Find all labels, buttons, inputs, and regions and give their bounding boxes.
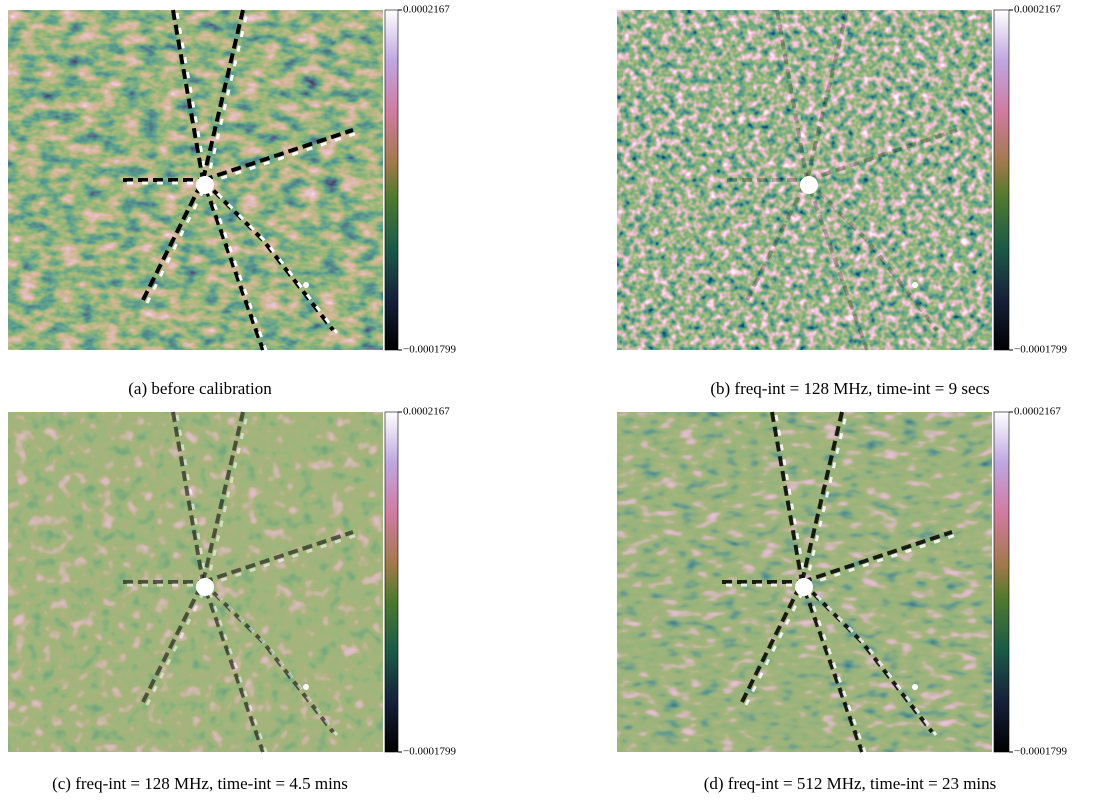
image-noise bbox=[8, 10, 383, 350]
colorbar-tick-label: 0.0002167 bbox=[1014, 406, 1061, 418]
colorbar bbox=[385, 10, 398, 350]
caption: (d) freq-int = 512 MHz, time-int = 23 mi… bbox=[704, 774, 997, 793]
colorbar-tick-label: −0.0001799 bbox=[403, 746, 456, 758]
colorbar-tick-label: 0.0002167 bbox=[1014, 4, 1061, 16]
colorbar-tick-label: −0.0001799 bbox=[403, 344, 456, 356]
bright-source bbox=[795, 578, 813, 596]
colorbar bbox=[994, 10, 1009, 350]
caption: (c) freq-int = 128 MHz, time-int = 4.5 m… bbox=[52, 774, 348, 793]
bright-source bbox=[196, 176, 214, 194]
bright-source bbox=[912, 282, 918, 288]
bright-source bbox=[303, 684, 309, 690]
colorbar-tick-label: 0.0002167 bbox=[403, 4, 450, 16]
sky-image bbox=[8, 10, 383, 353]
panel: −0.0001799 0.0002167 (a) before calibratio… bbox=[8, 4, 456, 398]
panel: −0.0001799 0.0002167 (d) freq-int = 512 MH… bbox=[617, 406, 1067, 793]
caption: (a) before calibration bbox=[128, 379, 272, 398]
panel: −0.0001799 0.0002167 (c) freq-int = 128 MH… bbox=[8, 406, 456, 793]
sky-image bbox=[617, 10, 992, 353]
colorbar-tick-label: −0.0001799 bbox=[1014, 746, 1067, 758]
colorbar bbox=[994, 412, 1009, 752]
bright-source bbox=[303, 282, 309, 288]
figure: −0.0001799 0.0002167 (a) before calibratio… bbox=[0, 0, 1093, 811]
colorbar-tick-label: 0.0002167 bbox=[403, 406, 450, 418]
colorbar-tick-label: −0.0001799 bbox=[1014, 344, 1067, 356]
bright-source bbox=[196, 578, 214, 596]
bright-source bbox=[912, 684, 918, 690]
colorbar bbox=[385, 412, 398, 752]
caption: (b) freq-int = 128 MHz, time-int = 9 sec… bbox=[710, 379, 989, 398]
sky-image bbox=[617, 412, 992, 755]
image-noise bbox=[8, 412, 383, 752]
panel: −0.0001799 0.0002167 (b) freq-int = 128 MH… bbox=[617, 4, 1067, 398]
sky-image bbox=[8, 412, 383, 755]
bright-source bbox=[800, 176, 818, 194]
